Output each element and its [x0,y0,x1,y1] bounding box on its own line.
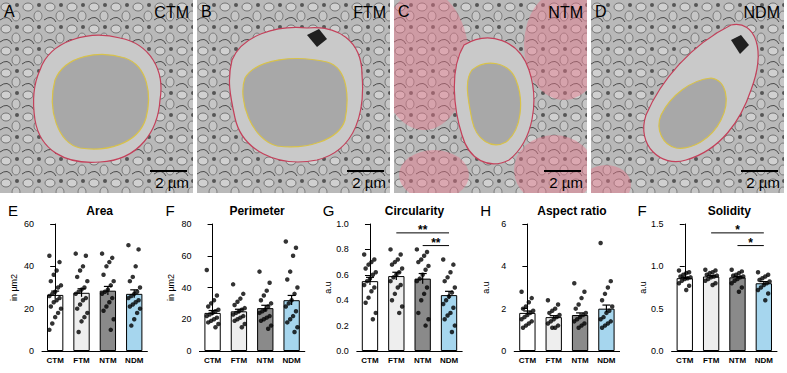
svg-text:NDM: NDM [125,356,144,365]
svg-text:CTM: CTM [47,356,65,365]
svg-text:NDM: NDM [283,356,302,365]
svg-text:NDM: NDM [755,356,774,365]
svg-text:20: 20 [181,314,191,324]
svg-text:FTM: FTM [388,356,405,365]
svg-text:**: ** [431,236,441,250]
svg-text:Aspect ratio: Aspect ratio [537,204,606,218]
svg-text:60: 60 [24,219,34,229]
svg-text:80: 80 [181,219,191,229]
svg-text:NTM: NTM [257,356,275,365]
svg-text:NTM: NTM [548,4,583,21]
svg-text:0.6: 0.6 [336,270,349,280]
svg-text:0.0: 0.0 [336,346,349,356]
svg-text:0.8: 0.8 [336,244,349,254]
svg-text:NDM: NDM [744,4,780,21]
svg-text:in µm2: in µm2 [166,274,176,301]
svg-text:H: H [480,202,491,219]
svg-text:NDM: NDM [597,356,616,365]
svg-text:2 µm: 2 µm [352,174,386,191]
svg-text:1.0: 1.0 [651,261,664,271]
svg-text:FTM: FTM [703,356,720,365]
svg-text:NTM: NTM [99,356,117,365]
svg-text:0: 0 [186,346,191,356]
svg-text:NTM: NTM [414,356,432,365]
svg-text:1.5: 1.5 [651,219,664,229]
svg-text:40: 40 [24,261,34,271]
svg-text:G: G [323,202,335,219]
svg-text:20: 20 [24,304,34,314]
svg-text:0.2: 0.2 [336,321,349,331]
svg-text:A: A [4,3,15,20]
svg-text:0: 0 [501,346,506,356]
svg-text:F: F [165,202,174,219]
svg-text:NTM: NTM [729,356,747,365]
svg-text:Solidity: Solidity [708,204,752,218]
svg-text:60: 60 [181,251,191,261]
svg-text:Area: Area [86,204,113,218]
svg-text:D: D [595,3,607,20]
svg-text:40: 40 [181,283,191,293]
svg-text:0.5: 0.5 [651,304,664,314]
svg-text:2: 2 [501,304,506,314]
svg-text:2 µm: 2 µm [155,174,189,191]
svg-text:*: * [748,236,753,250]
svg-text:0: 0 [29,346,34,356]
svg-text:FTM: FTM [231,356,248,365]
svg-text:**: ** [418,223,428,237]
svg-text:a.u: a.u [323,281,333,294]
svg-text:FTM: FTM [73,356,90,365]
svg-text:NDM: NDM [440,356,459,365]
svg-text:a.u: a.u [638,281,648,294]
svg-text:B: B [201,3,212,20]
svg-text:C: C [398,3,410,20]
svg-text:CTM: CTM [361,356,379,365]
svg-text:CTM: CTM [676,356,694,365]
svg-text:0.4: 0.4 [336,295,349,305]
svg-text:6: 6 [501,219,506,229]
svg-text:a.u: a.u [481,281,491,294]
svg-text:E: E [8,202,18,219]
svg-text:NTM: NTM [571,356,589,365]
svg-text:1.0: 1.0 [336,219,349,229]
svg-text:Perimeter: Perimeter [229,204,285,218]
svg-text:F: F [638,202,647,219]
svg-text:0.0: 0.0 [651,346,664,356]
svg-text:2 µm: 2 µm [746,174,780,191]
svg-text:Circularity: Circularity [385,204,445,218]
svg-text:CTM: CTM [204,356,222,365]
svg-text:FTM: FTM [353,4,386,21]
svg-text:CTM: CTM [154,4,189,21]
svg-text:*: * [735,223,740,237]
svg-text:CTM: CTM [519,356,537,365]
svg-text:FTM: FTM [546,356,563,365]
svg-text:4: 4 [501,261,506,271]
svg-text:in µm2: in µm2 [9,274,19,301]
svg-text:2 µm: 2 µm [549,174,583,191]
